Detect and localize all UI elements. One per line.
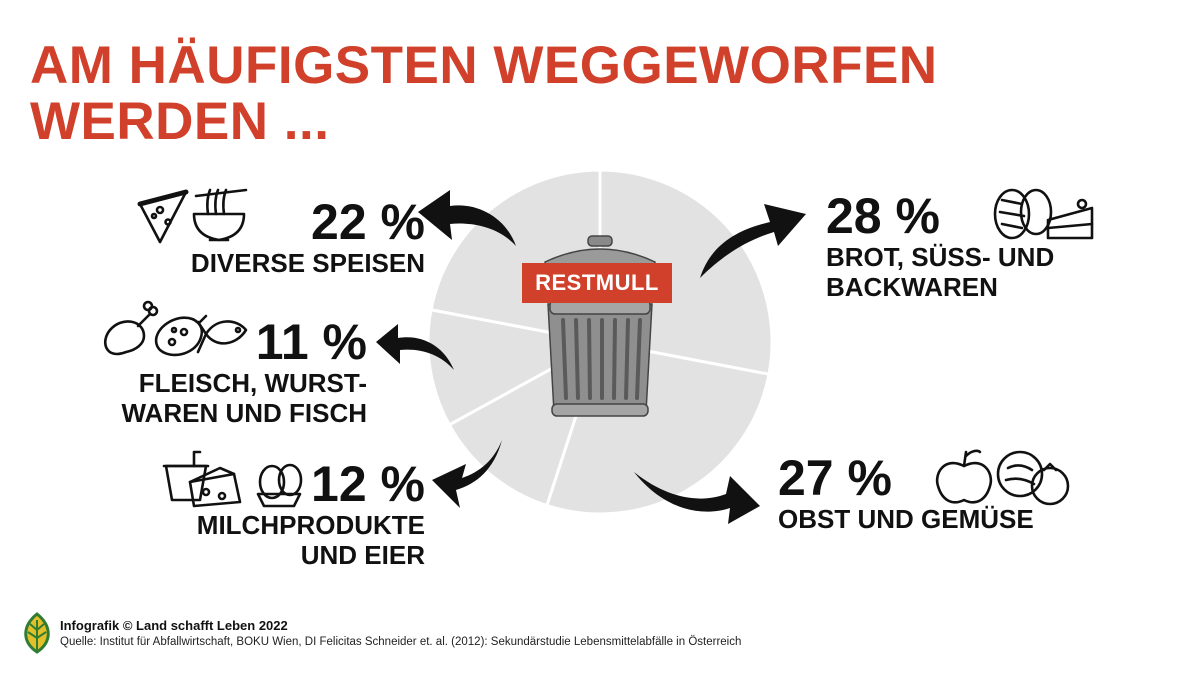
category-brot: 28 % BROT, SÜSS- UND BACKWAREN [826,190,1054,302]
label-milch: MILCHPRODUKTE UND EIER [196,510,425,570]
footer-credit: Infografik © Land schafft Leben 2022 [60,618,288,633]
leaf-logo-icon [24,612,50,654]
percent-obst: 27 % [778,450,892,506]
vegetables-icon [996,450,1070,506]
apple-icon [935,449,993,504]
noodles-icon [192,188,248,242]
restmull-label: RESTMULL [522,263,672,303]
cheese-icon [188,466,242,508]
arrow-brot [700,204,806,278]
category-obst: 27 % OBST UND GEMÜSE [778,452,1034,534]
title-line-2: WERDEN ... [30,92,330,151]
category-diverse: 22 % DIVERSE SPEISEN [191,196,425,278]
fish-icon [196,320,248,354]
label-obst: OBST UND GEMÜSE [778,504,1034,534]
percent-diverse: 22 % [311,194,425,250]
drumstick-icon [104,300,159,356]
arrows [376,190,806,524]
percent-brot: 28 % [826,188,940,244]
pizza-icon [137,189,189,244]
percent-fleisch: 11 % [255,314,367,370]
category-fleisch: 11 % FLEISCH, WURST- WAREN UND FISCH [121,316,367,428]
label-brot: BROT, SÜSS- UND BACKWAREN [826,242,1055,302]
title-line-1: AM HÄUFIGSTEN WEGGEWORFEN [30,36,938,95]
category-milch: 12 % MILCHPRODUKTE UND EIER [197,458,425,570]
arrow-diverse [418,190,516,246]
cake-icon [1046,198,1094,240]
percent-milch: 12 % [311,456,425,512]
arrow-milch [432,440,502,508]
egg-icon [256,463,303,508]
yogurt-icon [162,450,210,502]
page-title: AM HÄUFIGSTEN WEGGEWORFEN WERDEN ... [30,38,938,150]
label-fleisch: FLEISCH, WURST- WAREN UND FISCH [121,368,367,428]
footer-source: Quelle: Institut für Abfallwirtschaft, B… [60,636,742,648]
label-diverse: DIVERSE SPEISEN [190,248,425,278]
bread-icon [993,188,1053,240]
arrow-fleisch [376,324,454,370]
arrow-obst [634,472,760,524]
